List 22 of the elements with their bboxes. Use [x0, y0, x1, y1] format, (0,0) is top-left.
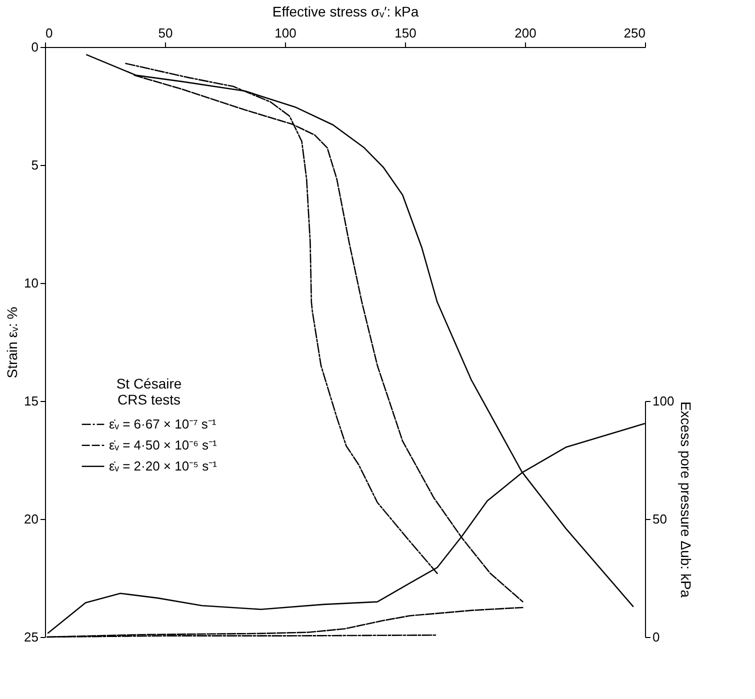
legend-label: ε̇ᵥ = 2·20 × 10⁻⁵ s⁻¹: [109, 458, 218, 474]
x-tick-label: 50: [158, 26, 173, 40]
y-tick-label: 15: [24, 394, 38, 408]
x-tick-label: 200: [514, 26, 536, 40]
x-tick-label: 250: [624, 26, 646, 40]
y-tick-label: 0: [31, 40, 38, 54]
y2-tick-label: 0: [652, 630, 660, 644]
x-axis-title: Effective stress σᵥ′: kPa: [272, 4, 419, 20]
y-tick-label: 20: [24, 512, 38, 526]
legend-label: ε̇ᵥ = 4·50 × 10⁻⁶ s⁻¹: [109, 437, 218, 452]
y2-tick-label: 50: [652, 512, 667, 526]
y2-tick-label: 100: [652, 394, 674, 408]
y2-axis-title: Excess pore pressure Δub: kPa: [678, 401, 694, 598]
y-tick-label: 5: [31, 158, 38, 172]
x-tick-label: 0: [46, 26, 53, 40]
y-axis-title: Strain εᵥ: %: [4, 306, 20, 378]
x-tick-label: 100: [274, 26, 296, 40]
y-tick-label: 25: [24, 630, 38, 644]
legend-label: ε̇ᵥ = 6·67 × 10⁻⁷ s⁻¹: [109, 416, 217, 432]
legend-title: St Césaire CRS tests: [116, 375, 182, 408]
x-tick-label: 150: [394, 26, 416, 40]
y-tick-label: 10: [24, 276, 38, 290]
